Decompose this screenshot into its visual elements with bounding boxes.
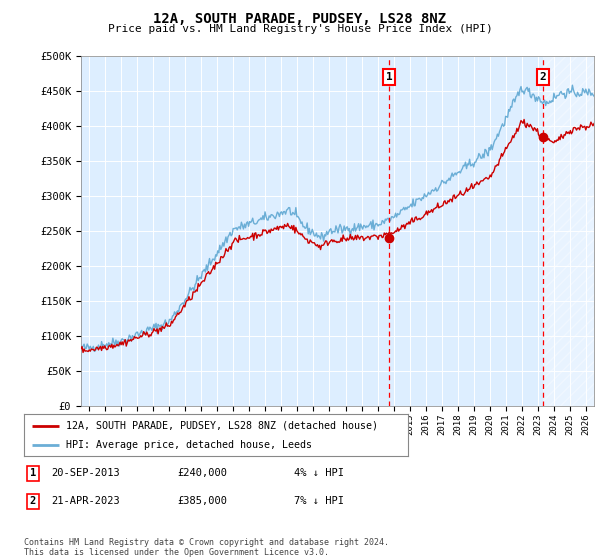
Text: HPI: Average price, detached house, Leeds: HPI: Average price, detached house, Leed… [66, 440, 312, 450]
Text: 7% ↓ HPI: 7% ↓ HPI [294, 496, 344, 506]
Text: 1: 1 [30, 468, 36, 478]
Text: 21-APR-2023: 21-APR-2023 [51, 496, 120, 506]
Text: 12A, SOUTH PARADE, PUDSEY, LS28 8NZ: 12A, SOUTH PARADE, PUDSEY, LS28 8NZ [154, 12, 446, 26]
Text: 1: 1 [386, 72, 392, 82]
Text: 20-SEP-2013: 20-SEP-2013 [51, 468, 120, 478]
Text: Price paid vs. HM Land Registry's House Price Index (HPI): Price paid vs. HM Land Registry's House … [107, 24, 493, 34]
Text: 4% ↓ HPI: 4% ↓ HPI [294, 468, 344, 478]
Text: £385,000: £385,000 [177, 496, 227, 506]
Text: 2: 2 [539, 72, 546, 82]
Text: £240,000: £240,000 [177, 468, 227, 478]
Text: 12A, SOUTH PARADE, PUDSEY, LS28 8NZ (detached house): 12A, SOUTH PARADE, PUDSEY, LS28 8NZ (det… [66, 421, 378, 431]
Text: 2: 2 [30, 496, 36, 506]
Text: Contains HM Land Registry data © Crown copyright and database right 2024.
This d: Contains HM Land Registry data © Crown c… [24, 538, 389, 557]
